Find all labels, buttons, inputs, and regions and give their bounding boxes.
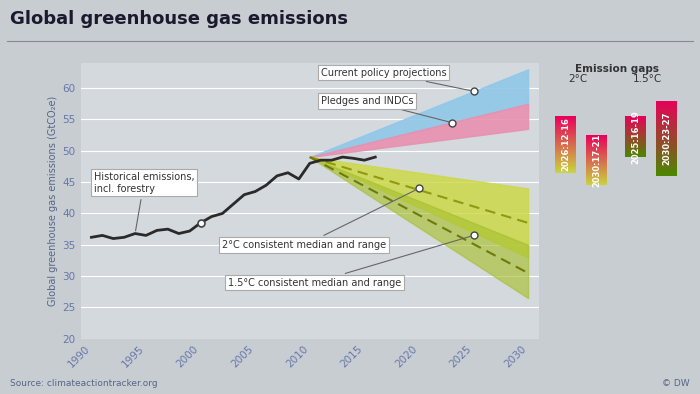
Text: Historical emissions,
incl. forestry: Historical emissions, incl. forestry — [94, 172, 194, 231]
Text: 2026:12-16: 2026:12-16 — [561, 117, 570, 171]
Text: 2°C consistent median and range: 2°C consistent median and range — [223, 190, 416, 250]
Text: 2°C: 2°C — [568, 74, 587, 84]
Text: 2025:16-19: 2025:16-19 — [631, 110, 640, 164]
Text: 2030:17-21: 2030:17-21 — [592, 134, 601, 187]
Text: Current policy projections: Current policy projections — [321, 68, 471, 91]
Text: 2030:23-27: 2030:23-27 — [662, 112, 671, 165]
Text: © DW: © DW — [662, 379, 690, 388]
Text: Global greenhouse gas emissions: Global greenhouse gas emissions — [10, 10, 349, 28]
Text: Emission gaps: Emission gaps — [575, 65, 659, 74]
Text: Pledges and INDCs: Pledges and INDCs — [321, 96, 449, 122]
Text: Source: climateactiontracker.org: Source: climateactiontracker.org — [10, 379, 158, 388]
Text: 1.5°C: 1.5°C — [633, 74, 662, 84]
Y-axis label: Global greenhouse gas emissions (GtCO₂e): Global greenhouse gas emissions (GtCO₂e) — [48, 96, 58, 306]
Text: 1.5°C consistent median and range: 1.5°C consistent median and range — [228, 236, 471, 288]
